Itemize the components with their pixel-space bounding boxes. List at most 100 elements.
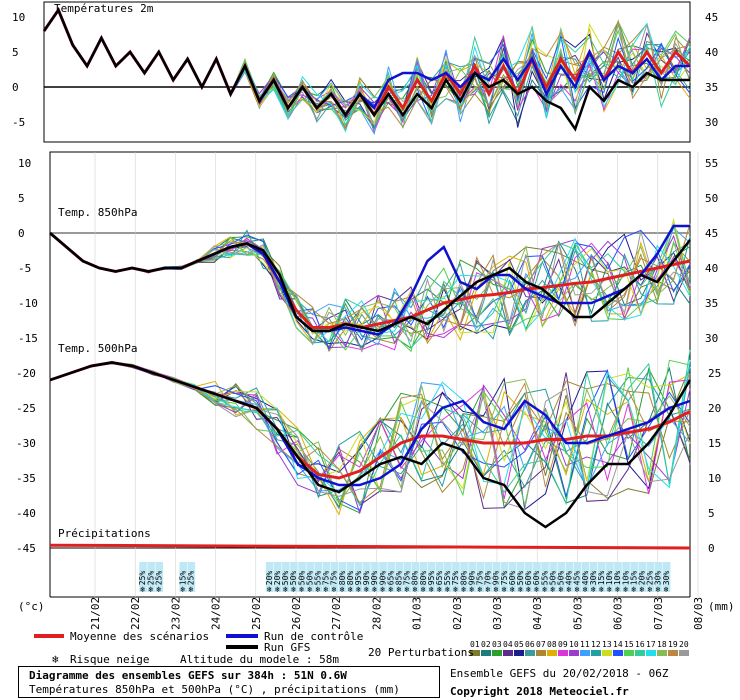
xtick-date: 08/03 [692, 597, 705, 630]
snow-cell [549, 562, 557, 592]
snow-icon: ❄ [510, 585, 515, 594]
snow-cell [411, 562, 420, 592]
xtick-date: 03/03 [491, 597, 504, 630]
series-t2m [42, 7, 690, 132]
snow-percent: 90% [492, 571, 501, 586]
ytick-right-t500: 25 [708, 367, 721, 380]
perturbation-swatch [602, 650, 612, 656]
perturbation-t2m [43, 8, 691, 133]
snow-cell [452, 562, 460, 592]
snow-percent: 55% [313, 571, 322, 586]
footer-copyright: Copyright 2018 Meteociel.fr [450, 685, 629, 698]
perturbation-swatch [679, 650, 689, 656]
snow-cell [484, 562, 493, 592]
footer-subtitle: Températures 850hPa et 500hPa (°C) , pré… [29, 683, 400, 696]
snow-percent: 30% [589, 571, 598, 586]
frame-t2m [43, 1, 691, 143]
snow-cell [419, 562, 428, 592]
snow-icon: ❄ [591, 585, 596, 594]
snow-cell [581, 562, 590, 592]
perturbation-id: 16 [635, 640, 645, 649]
snow-percent: 15% [178, 571, 187, 586]
snow-icon: ❄ [494, 585, 499, 594]
snow-cell [314, 562, 323, 592]
snow-icon: ❄ [429, 585, 434, 594]
snow-cell [533, 562, 541, 592]
snow-percent: 80% [411, 571, 420, 586]
snow-percent: 60% [524, 571, 533, 586]
snow-percent: 15% [597, 571, 606, 586]
perturbation-swatch [591, 650, 601, 656]
snow-cell [557, 562, 566, 592]
snow-icon: ❄ [348, 585, 353, 594]
snow-percent: 10% [613, 571, 622, 586]
perturbation-swatch [580, 650, 590, 656]
snow-cell [654, 562, 663, 592]
snow-percent: 60% [532, 571, 541, 586]
snow-icon: ❄ [469, 585, 474, 594]
snow-percent: 25% [187, 571, 196, 586]
snow-risk-strip: 25%❄25%❄25%❄15%❄25%❄20%❄20%❄50%❄50%❄50%❄… [138, 562, 671, 594]
ytick-t2m: 10 [12, 11, 25, 24]
snow-percent: 20% [273, 571, 282, 586]
snow-cell [508, 562, 517, 592]
perturbation-swatch [514, 650, 524, 656]
snowflake-icon: ❄ [52, 653, 59, 666]
snow-percent: 30% [662, 571, 671, 586]
snow-icon: ❄ [315, 585, 320, 594]
snow-percent: 25% [146, 571, 155, 586]
xtick-date: 25/02 [250, 597, 263, 630]
snow-cell [646, 562, 655, 592]
snow-cell [330, 562, 339, 592]
snow-icon: ❄ [664, 585, 669, 594]
snow-percent: 25% [138, 571, 147, 586]
snow-icon: ❄ [534, 585, 539, 594]
snow-percent: 20% [265, 571, 274, 586]
xtick-date: 06/03 [612, 597, 625, 630]
perturbation-swatch [470, 650, 480, 656]
snow-cell [589, 562, 598, 592]
perturbation-swatch [646, 650, 656, 656]
perturbation-id: 01 [470, 640, 480, 649]
perturbation-swatch [613, 650, 623, 656]
snow-percent: 90% [378, 571, 387, 586]
snow-cell [265, 562, 274, 592]
perturbation-lines [43, 8, 691, 516]
snow-icon: ❄ [599, 585, 604, 594]
panel-title-t2m: Températures 2m [54, 2, 154, 15]
snow-percent: 20% [637, 571, 646, 586]
snow-cell [606, 562, 614, 592]
snow-cell [306, 562, 314, 592]
snow-percent: 70% [484, 571, 493, 586]
snow-percent: 40% [581, 571, 590, 586]
snow-percent: 75% [451, 571, 460, 586]
snow-icon: ❄ [324, 585, 329, 594]
snow-cell [500, 562, 509, 592]
snow-percent: 80% [419, 571, 428, 586]
legend-mean-label: Moyenne des scénarios [70, 630, 209, 643]
series-t500 [49, 360, 691, 480]
snow-cell [187, 562, 196, 592]
snow-icon: ❄ [518, 585, 523, 594]
legend-perturbations-label: 20 Perturbations [368, 646, 474, 659]
perturbation-id: 15 [624, 640, 634, 649]
snow-cell [298, 562, 306, 592]
main-series [42, 6, 692, 550]
footer-box: Diagramme des ensembles GEFS sur 384h : … [18, 666, 440, 698]
snow-icon: ❄ [486, 585, 491, 594]
xtick-date: 27/02 [330, 597, 343, 630]
legend: ❄01 02 03 04 05 06 07 08 09 10 11 12 13 14 15 16 17 18 19 2… [34, 634, 689, 666]
perturbation-id: 03 [492, 640, 502, 649]
ytick-t500: -35 [16, 472, 36, 485]
snow-cell [371, 562, 379, 592]
snow-percent: 90% [362, 571, 371, 586]
snow-percent: 50% [281, 571, 290, 586]
ytick-t850: -10 [18, 297, 38, 310]
ytick-right-t850: 55 [705, 157, 718, 170]
snow-percent: 90% [370, 571, 379, 586]
snow-percent: 65% [386, 571, 395, 586]
ytick-right-t500: 20 [708, 402, 721, 415]
snow-percent: 75% [475, 571, 484, 586]
snow-percent: 75% [403, 571, 412, 586]
snow-icon: ❄ [453, 585, 458, 594]
